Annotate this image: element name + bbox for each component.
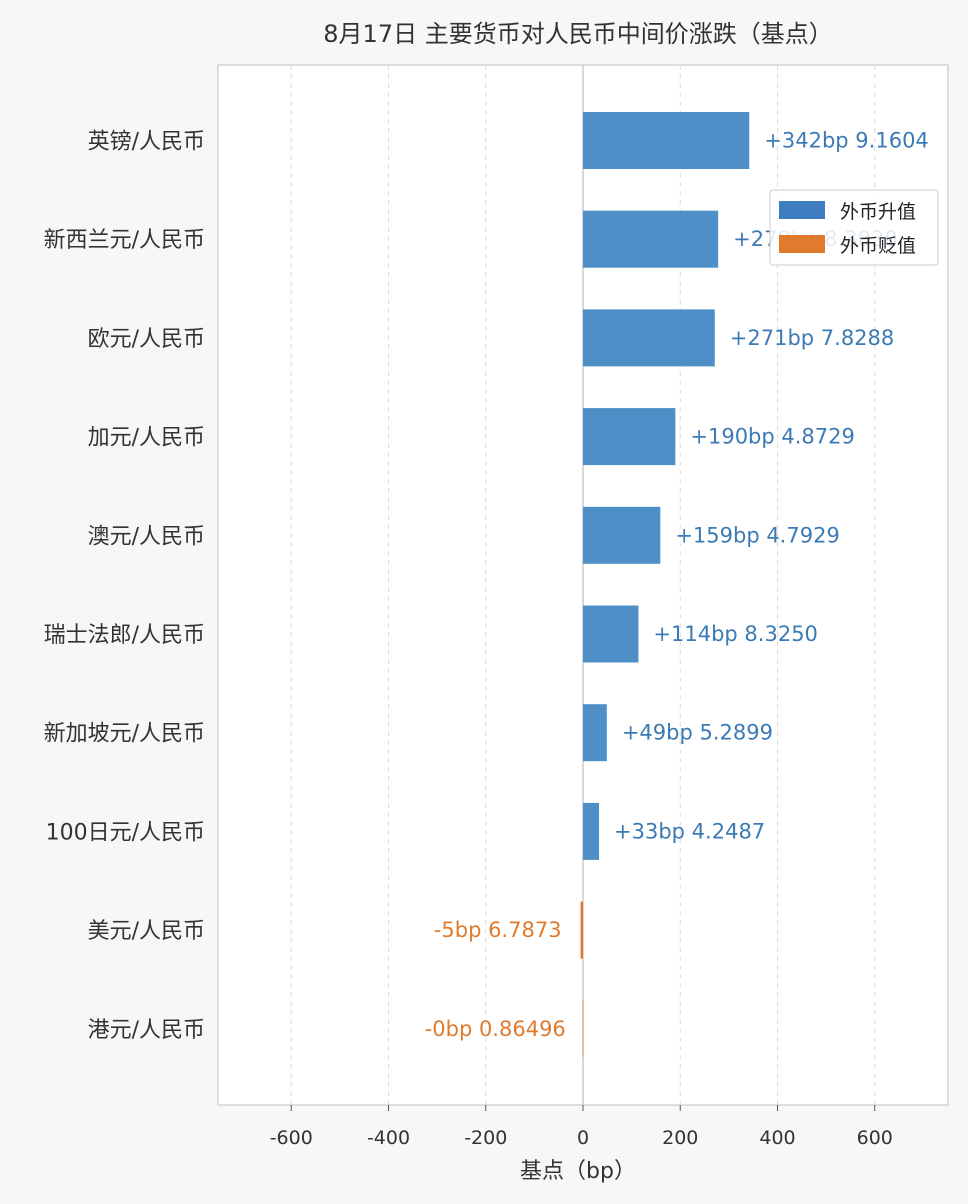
x-tick-label: -400 [367, 1127, 410, 1149]
data-labels: +342bp 9.1604+278bp 8.3030+271bp 7.8288+… [425, 129, 929, 1041]
x-tick-label: -200 [464, 1127, 507, 1149]
chart-title: 8月17日 主要货币对人民币中间价涨跌（基点） [323, 20, 832, 48]
category-label: 澳元/人民币 [88, 524, 205, 549]
category-label: 100日元/人民币 [46, 820, 205, 845]
data-label: +33bp 4.2487 [614, 819, 765, 843]
category-label: 英镑/人民币 [88, 130, 205, 155]
category-labels: 英镑/人民币新西兰元/人民币欧元/人民币加元/人民币澳元/人民币瑞士法郎/人民币… [44, 130, 205, 1043]
data-label: +159bp 4.7929 [675, 523, 840, 547]
x-axis-title: 基点（bp） [520, 1159, 636, 1184]
category-label: 瑞士法郎/人民币 [44, 623, 205, 648]
category-label: 新西兰元/人民币 [44, 228, 205, 253]
x-tick-label: 400 [759, 1127, 795, 1149]
legend-label-down: 外币贬值 [840, 235, 916, 257]
bar [583, 802, 600, 860]
data-label: -5bp 6.7873 [434, 918, 562, 942]
legend-swatch-up [779, 201, 825, 219]
data-label: -0bp 0.86496 [425, 1017, 566, 1041]
bar [583, 112, 750, 169]
data-label: +271bp 7.8288 [730, 326, 895, 350]
bar [583, 309, 715, 367]
data-label: +342bp 9.1604 [764, 129, 929, 153]
x-tick-label: -600 [270, 1127, 313, 1149]
data-label: +190bp 4.8729 [690, 425, 855, 449]
data-label: +49bp 5.2899 [622, 721, 773, 745]
bar [583, 605, 639, 663]
x-tick-label: 200 [662, 1127, 698, 1149]
legend-swatch-down [779, 235, 825, 253]
category-label: 美元/人民币 [88, 919, 205, 944]
legend: 外币升值 外币贬值 [769, 189, 939, 266]
x-axis-ticks: -600 -400 -200 0 200 400 600 [270, 1105, 893, 1149]
data-label: +114bp 8.3250 [653, 622, 818, 646]
bar [583, 210, 719, 268]
bar [580, 901, 583, 959]
bar [583, 408, 676, 466]
x-tick-label: 0 [577, 1127, 589, 1149]
category-label: 港元/人民币 [88, 1018, 205, 1043]
category-label: 新加坡元/人民币 [44, 722, 205, 747]
bar [583, 506, 661, 564]
bars [580, 112, 750, 1058]
bar [582, 1000, 584, 1058]
category-label: 欧元/人民币 [88, 327, 205, 352]
x-tick-label: 600 [857, 1127, 893, 1149]
category-label: 加元/人民币 [88, 426, 205, 451]
legend-label-up: 外币升值 [840, 201, 916, 223]
bar [583, 704, 607, 762]
